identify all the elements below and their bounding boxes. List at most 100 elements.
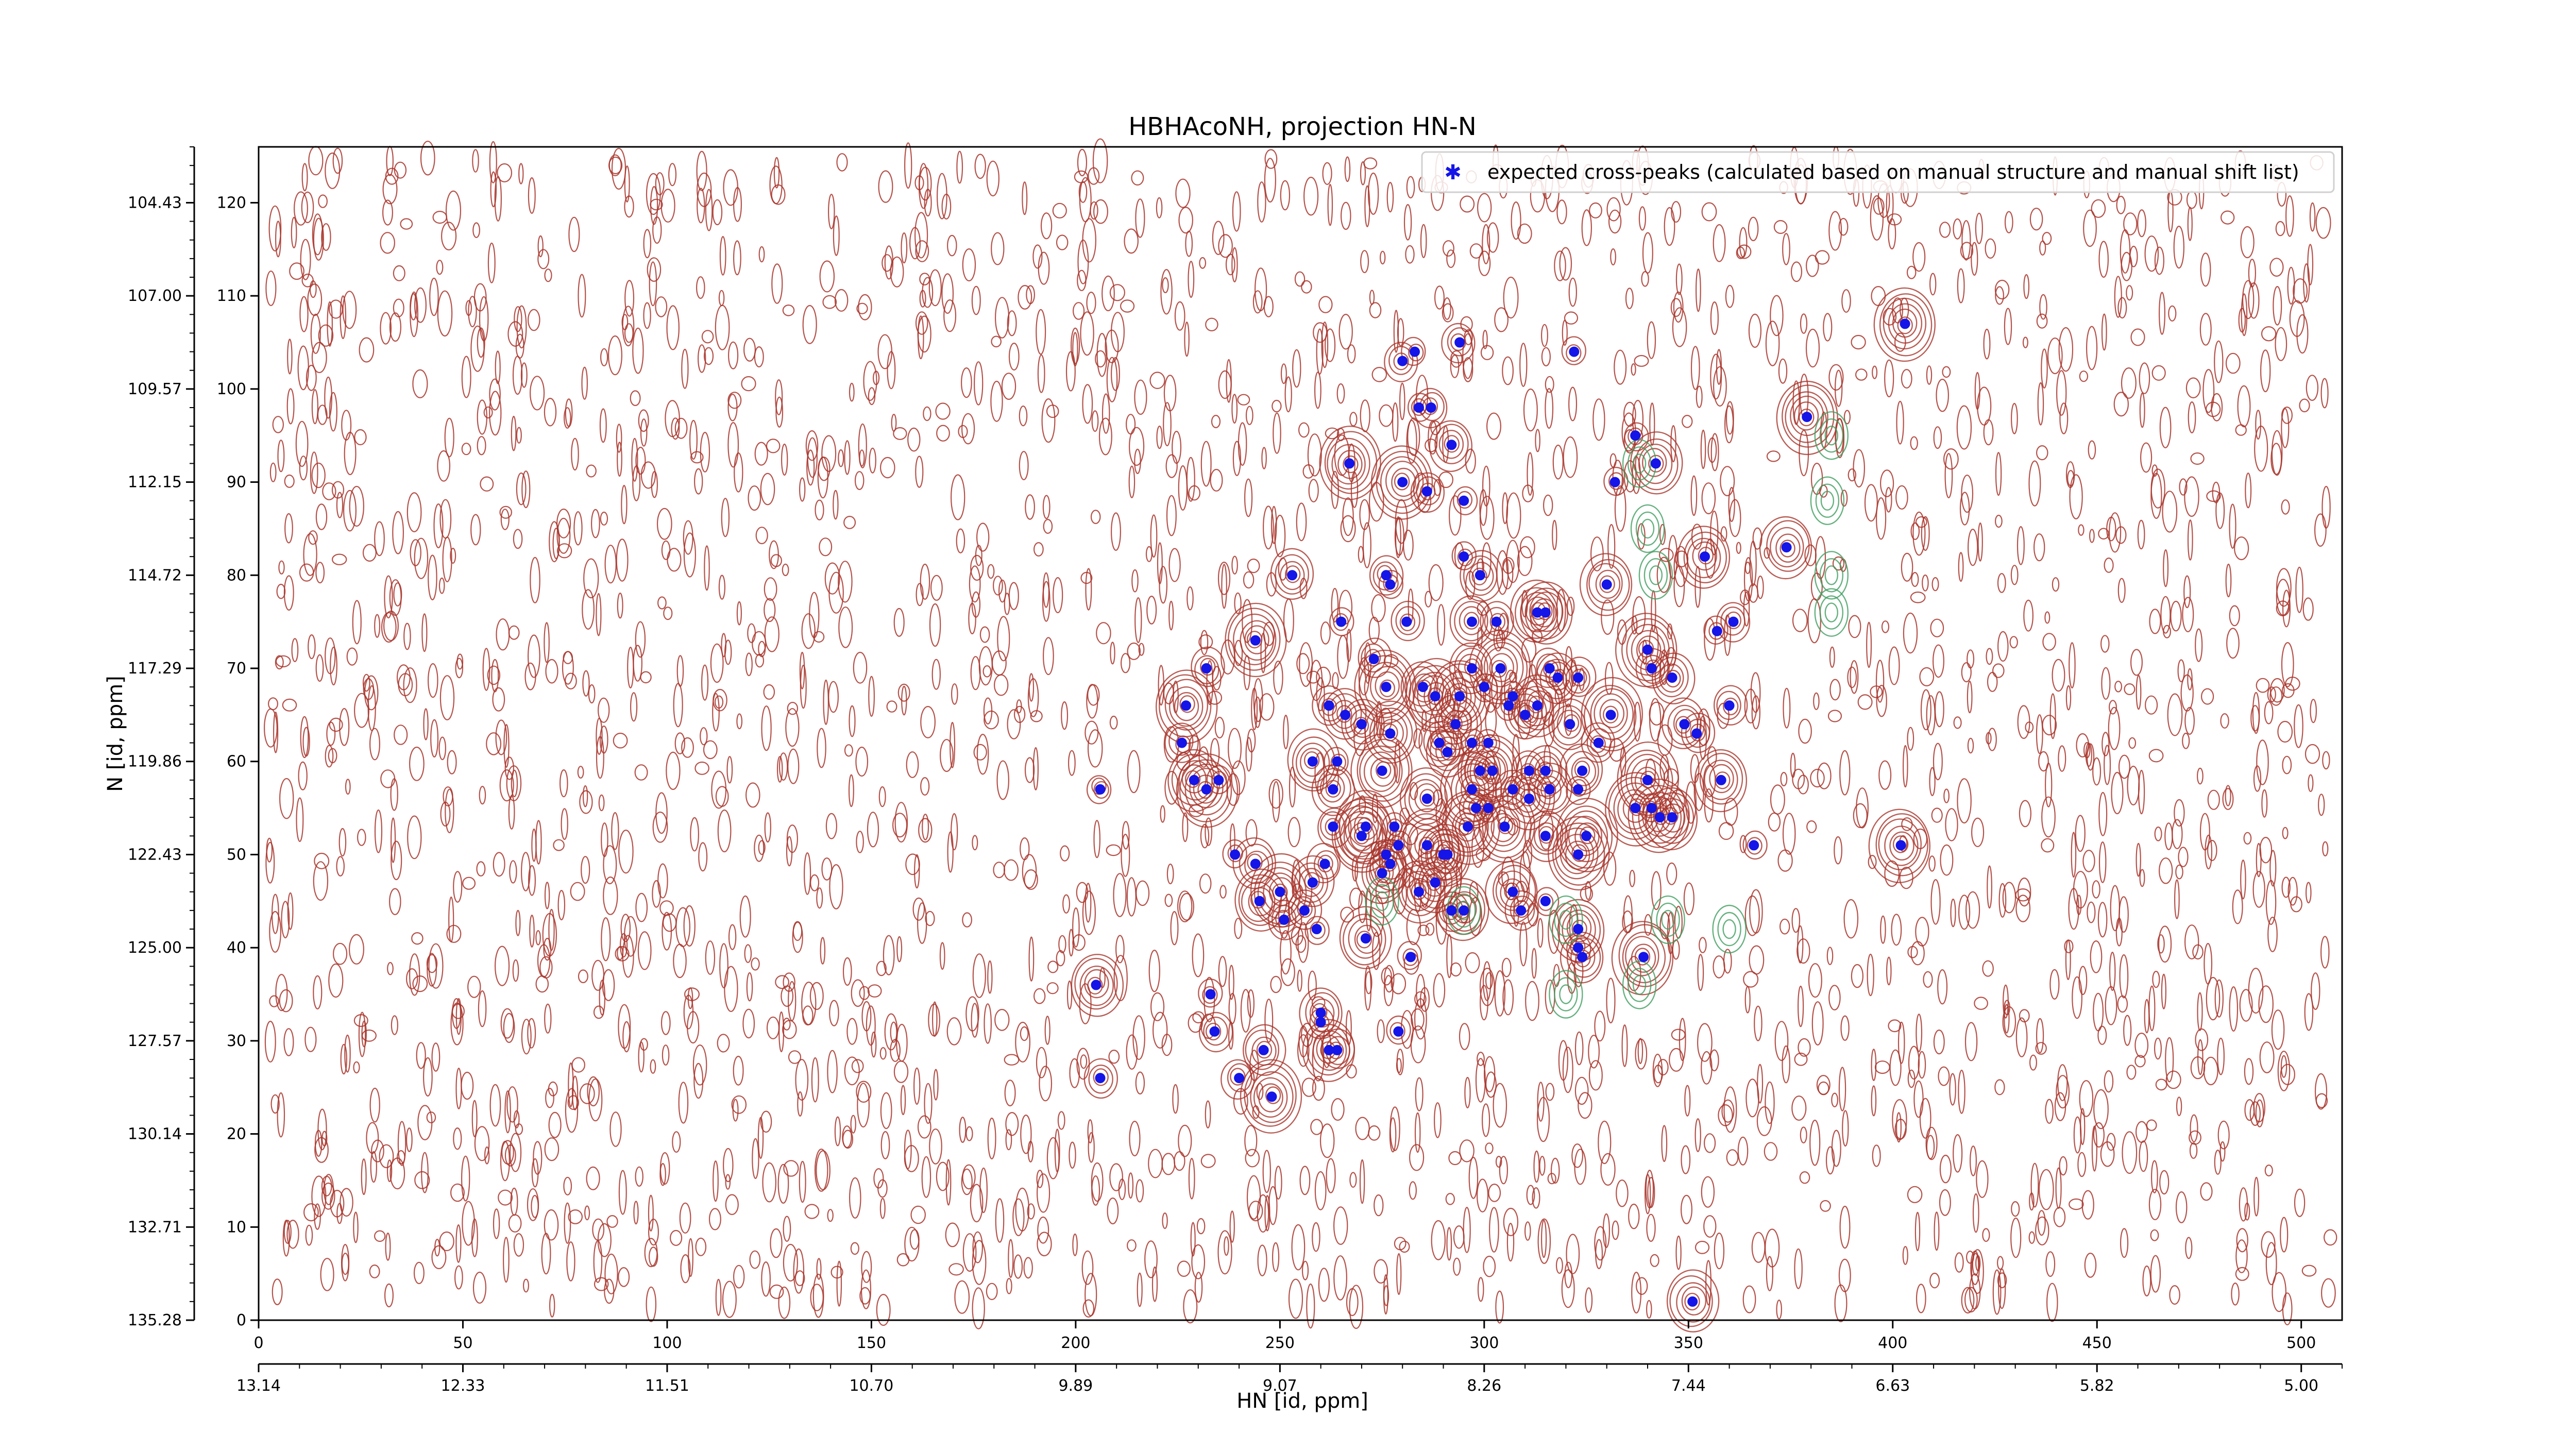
noise-contour — [1308, 970, 1317, 1001]
noise-contour — [603, 876, 618, 915]
noise-contour — [2229, 986, 2239, 1032]
noise-contour — [1931, 807, 1943, 823]
noise-contour — [842, 1130, 854, 1149]
noise-contour — [2269, 850, 2277, 887]
peak-contour — [1331, 444, 1366, 485]
noise-contour — [374, 1230, 386, 1242]
noise-contour — [2146, 1119, 2157, 1131]
noise-contour — [2235, 1267, 2249, 1281]
noise-contour — [991, 232, 1005, 265]
noise-contour — [901, 232, 908, 264]
noise-contour — [637, 931, 652, 970]
noise-contour — [1713, 955, 1725, 979]
noise-contour — [2176, 1097, 2182, 1117]
peak-contour — [1248, 887, 1274, 917]
noise-contour — [2117, 995, 2128, 1013]
peak-contour — [1531, 598, 1557, 628]
peak-contour — [1503, 687, 1547, 740]
noise-contour — [2036, 1018, 2044, 1054]
peak-contour — [1343, 817, 1378, 857]
noise-contour — [956, 528, 965, 553]
noise-contour — [1832, 556, 1845, 571]
noise-contour — [279, 778, 294, 819]
noise-contour — [508, 1214, 522, 1233]
noise-contour — [1061, 701, 1069, 730]
peak-contour — [1385, 461, 1420, 501]
noise-contour — [1607, 524, 1616, 569]
noise-contour — [1244, 1125, 1258, 1157]
noise-contour — [392, 511, 404, 554]
noise-contour — [1800, 313, 1808, 334]
noise-contour — [427, 663, 438, 698]
cross-peak-point — [1405, 952, 1416, 963]
noise-contour — [1306, 670, 1320, 684]
noise-contour — [2305, 882, 2312, 904]
noise-contour — [965, 1126, 973, 1141]
noise-contour — [2148, 985, 2156, 1032]
noise-contour — [1060, 845, 1070, 862]
noise-contour — [863, 361, 877, 401]
noise-contour — [494, 946, 510, 986]
noise-contour — [727, 422, 739, 468]
noise-contour — [1095, 350, 1106, 368]
noise-contour — [813, 631, 825, 643]
noise-contour — [986, 1283, 998, 1300]
noise-contour — [1319, 1123, 1335, 1158]
peak-contour — [1441, 323, 1476, 364]
noise-contour — [1961, 475, 1974, 513]
peak-contour — [1202, 986, 1218, 1004]
noise-contour — [1386, 182, 1394, 213]
noise-contour — [281, 901, 290, 938]
noise-contour — [1929, 273, 1937, 296]
x-tick-label: 450 — [2082, 1334, 2112, 1352]
noise-contour — [817, 728, 826, 768]
noise-contour — [1965, 891, 1980, 929]
noise-contour — [2240, 860, 2246, 900]
cross-peak-point — [1385, 728, 1396, 739]
noise-contour — [769, 1284, 784, 1299]
peak-contour — [1358, 637, 1392, 678]
peak-contour — [1463, 555, 1498, 596]
noise-contour — [1257, 181, 1266, 223]
noise-contour — [2199, 313, 2212, 346]
noise-contour — [2190, 1114, 2198, 1142]
noise-contour — [423, 708, 429, 740]
noise-contour — [1088, 167, 1100, 185]
noise-contour — [2173, 226, 2184, 269]
noise-contour — [897, 683, 910, 702]
noise-contour — [1997, 631, 2009, 662]
noise-contour — [2139, 362, 2150, 394]
noise-contour — [2046, 1283, 2058, 1322]
noise-contour — [829, 1000, 839, 1026]
noise-contour — [521, 1019, 532, 1055]
noise-contour — [1641, 271, 1649, 287]
noise-contour — [453, 871, 463, 903]
noise-contour — [1964, 1022, 1978, 1062]
noise-contour — [336, 492, 344, 518]
negative-contour — [1656, 902, 1680, 937]
noise-contour — [2261, 326, 2277, 342]
noise-contour — [2236, 1228, 2248, 1253]
noise-contour — [1683, 882, 1694, 916]
peak-contour — [1770, 527, 1804, 568]
noise-contour — [1897, 1021, 1905, 1064]
noise-contour — [1217, 1230, 1232, 1275]
noise-contour — [522, 1278, 529, 1293]
noise-contour — [369, 728, 380, 761]
noise-contour — [549, 1293, 555, 1318]
noise-contour — [2294, 1188, 2306, 1217]
noise-contour — [490, 171, 497, 208]
noise-contour — [1161, 1034, 1173, 1056]
noise-contour — [2220, 713, 2229, 729]
peak-contour — [1683, 531, 1727, 584]
peak-contour — [1879, 293, 1933, 357]
noise-contour — [1028, 936, 1035, 982]
noise-contour — [1977, 386, 1992, 426]
noise-contour — [530, 557, 540, 603]
noise-contour — [327, 301, 333, 347]
noise-contour — [827, 1050, 838, 1093]
noise-contour — [1078, 181, 1088, 203]
cross-peak-point — [1421, 486, 1432, 497]
peak-contour — [1198, 978, 1223, 1008]
noise-contour — [1701, 1176, 1715, 1208]
